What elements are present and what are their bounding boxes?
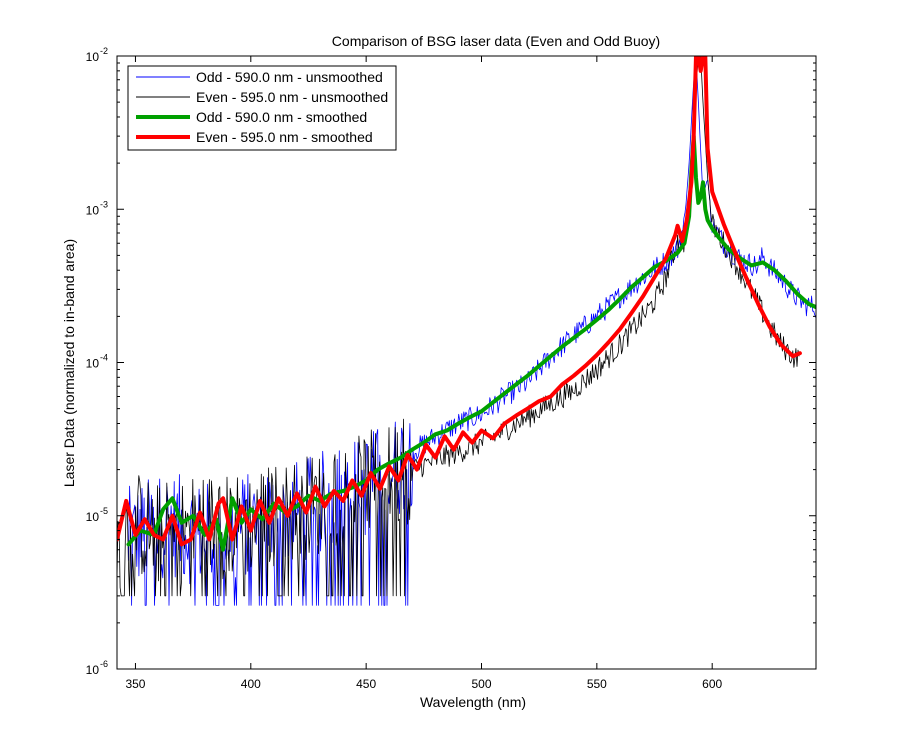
y-tick-label: 10 <box>86 203 100 217</box>
legend: Odd - 590.0 nm - unsmoothed Even - 595.0 … <box>127 65 397 151</box>
y-tick-label: 10 <box>86 510 100 524</box>
legend-label: Odd - 590.0 nm - unsmoothed <box>196 69 383 85</box>
x-tick-label: 400 <box>241 677 261 691</box>
x-tick-label: 500 <box>471 677 491 691</box>
y-tick-exponent: -6 <box>100 659 108 669</box>
y-tick-exponent: -2 <box>100 46 108 56</box>
legend-label: Odd - 590.0 nm - smoothed <box>196 109 367 125</box>
x-tick-label: 350 <box>125 677 145 691</box>
y-tick-exponent: -3 <box>100 199 108 209</box>
y-tick-exponent: -4 <box>100 353 108 363</box>
x-axis-label: Wavelength (nm) <box>420 694 526 710</box>
legend-label: Even - 595.0 nm - smoothed <box>196 129 373 145</box>
series-line-4 <box>117 56 802 547</box>
series-line-3 <box>126 134 816 552</box>
y-tick-label: 10 <box>86 357 100 371</box>
series-line-1 <box>128 62 816 606</box>
y-tick-label: 10 <box>86 50 100 64</box>
legend-label: Even - 595.0 nm - unsmoothed <box>196 89 388 105</box>
x-tick-label: 550 <box>587 677 607 691</box>
x-tick-label: 450 <box>356 677 376 691</box>
x-tick-label: 600 <box>702 677 722 691</box>
y-tick-exponent: -5 <box>100 506 108 516</box>
chart-title: Comparison of BSG laser data (Even and O… <box>332 33 660 49</box>
y-tick-label: 10 <box>86 663 100 677</box>
y-axis-label: Laser Data (normalized to in-band area) <box>61 239 77 487</box>
